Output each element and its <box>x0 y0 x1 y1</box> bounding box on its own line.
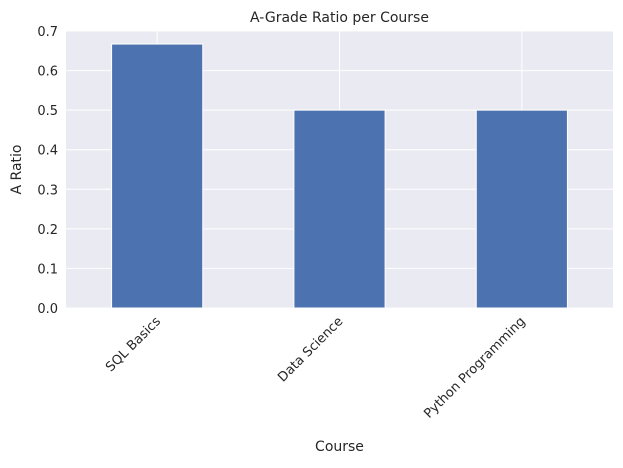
y-tick-label: 0.4 <box>37 144 58 159</box>
x-tick-labels: SQL Basics Data Science Python Programming <box>103 314 529 421</box>
x-axis-label: Course <box>315 439 364 455</box>
y-tick-labels: 0.0 0.1 0.2 0.3 0.4 0.5 0.6 0.7 <box>37 25 58 317</box>
y-tick-label: 0.7 <box>37 25 58 40</box>
bars <box>111 43 568 309</box>
y-axis-label: A Ratio <box>9 145 25 195</box>
y-tick-label: 0.0 <box>37 302 58 317</box>
y-tick-label: 0.1 <box>37 262 58 277</box>
bar-sql-basics <box>111 43 204 309</box>
bar-python-programming <box>475 109 568 309</box>
y-tick-label: 0.6 <box>37 65 58 80</box>
x-tick-label: SQL Basics <box>103 314 164 375</box>
chart-title: A-Grade Ratio per Course <box>250 10 429 26</box>
x-tick-label: Python Programming <box>421 314 528 421</box>
y-tick-label: 0.5 <box>37 104 58 119</box>
bar-data-science <box>293 109 386 309</box>
y-tick-label: 0.2 <box>37 223 58 238</box>
y-tick-label: 0.3 <box>37 183 58 198</box>
x-tick-label: Data Science <box>275 314 346 385</box>
